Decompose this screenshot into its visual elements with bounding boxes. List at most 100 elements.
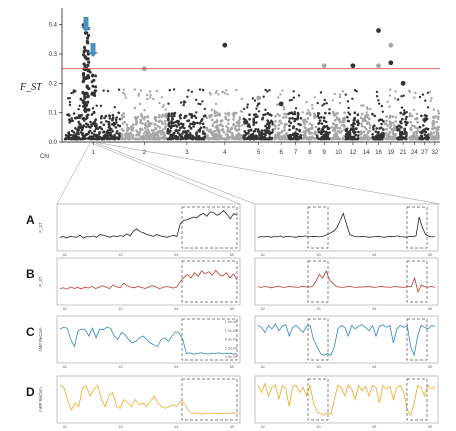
series-line <box>59 210 238 239</box>
snp-point <box>148 121 151 125</box>
snp-point <box>91 122 95 126</box>
snp-point <box>308 111 311 114</box>
snp-point <box>143 115 147 119</box>
snp-point <box>428 134 432 137</box>
snp-point <box>248 113 251 116</box>
panel-d-right: 62 63 64 65 <box>254 375 439 429</box>
snp-point <box>94 74 97 78</box>
snp-point <box>385 115 388 118</box>
snp-point <box>190 116 193 119</box>
snp-point <box>365 106 369 109</box>
snp-point <box>115 116 118 119</box>
snp-point <box>77 108 80 111</box>
snp-point <box>125 129 129 132</box>
snp-point <box>218 134 221 137</box>
snp-point <box>198 88 202 91</box>
snp-point <box>249 133 253 137</box>
snp-point <box>90 80 94 84</box>
snp-point <box>297 94 301 97</box>
snp-point <box>279 93 282 96</box>
snp-point <box>391 115 395 118</box>
snp-point <box>91 136 94 139</box>
snp-point <box>90 131 94 135</box>
snp-point <box>295 132 299 136</box>
snp-point <box>347 106 350 110</box>
snp-point <box>81 136 84 140</box>
snp-point <box>204 114 207 118</box>
snp-point <box>268 89 271 92</box>
snp-point <box>82 53 86 57</box>
snp-point <box>77 114 81 117</box>
panel-x-tick-label: 65 <box>230 253 234 257</box>
panel-frame <box>56 315 241 364</box>
panel-c-right: 62 63 64 65 <box>254 315 439 369</box>
snp-point <box>423 114 427 117</box>
snp-point <box>199 103 202 106</box>
snp-point <box>233 126 237 130</box>
snp-point <box>247 131 250 135</box>
snp-point <box>310 103 314 107</box>
snp-point <box>102 131 105 134</box>
snp-point <box>221 90 224 94</box>
peak-point <box>278 101 284 107</box>
snp-point <box>321 104 324 107</box>
snp-point <box>248 137 252 141</box>
snp-point <box>272 137 276 140</box>
snp-point <box>222 130 226 134</box>
snp-point <box>202 125 206 129</box>
chr-tick-label: 32 <box>432 150 439 156</box>
snp-point <box>133 88 136 91</box>
snp-point <box>90 113 94 116</box>
peak-point <box>256 95 262 101</box>
snp-point <box>399 137 402 141</box>
snp-point <box>93 137 97 141</box>
snp-point <box>405 111 408 114</box>
snp-point <box>80 114 83 117</box>
snp-point <box>170 115 174 118</box>
snp-point <box>408 112 412 115</box>
panel-x-tick-label: 64 <box>174 365 178 369</box>
panel-y-tick-label: 1.2e-08 <box>225 320 237 324</box>
snp-point <box>396 128 399 132</box>
snp-point <box>282 105 286 109</box>
snp-point <box>274 120 277 123</box>
snp-point <box>111 117 114 121</box>
snp-point <box>76 128 79 131</box>
snp-point <box>412 131 415 135</box>
highlight-box <box>181 318 238 361</box>
chr-tick-label: 24 <box>411 150 418 156</box>
snp-point <box>368 123 372 127</box>
snp-point <box>238 118 242 121</box>
snp-point <box>319 91 323 94</box>
snp-point <box>176 131 180 135</box>
snp-point <box>342 120 346 123</box>
snp-point <box>341 90 344 93</box>
snp-point <box>240 137 243 141</box>
panel-frame <box>56 203 241 252</box>
snp-point <box>322 116 326 119</box>
snp-point <box>402 94 405 97</box>
snp-point <box>161 128 164 132</box>
snp-point <box>230 127 233 130</box>
snp-point <box>210 113 213 117</box>
snp-point <box>437 134 440 137</box>
snp-point <box>296 111 300 115</box>
snp-point <box>295 117 299 121</box>
snp-point <box>85 114 89 117</box>
snp-point <box>182 130 185 133</box>
snp-point <box>175 125 179 128</box>
snp-point <box>120 114 124 117</box>
snp-point <box>353 118 356 122</box>
snp-point <box>322 130 326 133</box>
snp-point <box>306 117 310 120</box>
snp-point <box>293 134 297 138</box>
snp-point <box>403 109 406 112</box>
snp-point <box>264 113 267 116</box>
snp-point <box>289 121 293 125</box>
snp-point <box>408 137 412 141</box>
snp-point <box>396 137 400 141</box>
snp-point <box>71 134 75 137</box>
snp-point <box>81 90 85 95</box>
snp-point <box>94 85 98 89</box>
snp-point <box>121 133 124 137</box>
